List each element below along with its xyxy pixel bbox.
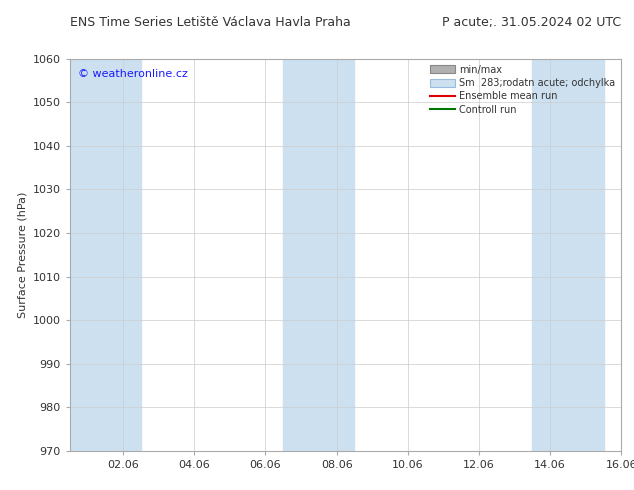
Bar [533, 59, 604, 451]
Bar [283, 59, 354, 451]
Text: © weatheronline.cz: © weatheronline.cz [78, 69, 188, 78]
Y-axis label: Surface Pressure (hPa): Surface Pressure (hPa) [17, 192, 27, 318]
Bar [70, 59, 141, 451]
Text: ENS Time Series Letiště Václava Havla Praha: ENS Time Series Letiště Václava Havla Pr… [70, 16, 351, 28]
Text: P acute;. 31.05.2024 02 UTC: P acute;. 31.05.2024 02 UTC [442, 16, 621, 28]
Legend: min/max, Sm  283;rodatn acute; odchylka, Ensemble mean run, Controll run: min/max, Sm 283;rodatn acute; odchylka, … [427, 62, 618, 118]
